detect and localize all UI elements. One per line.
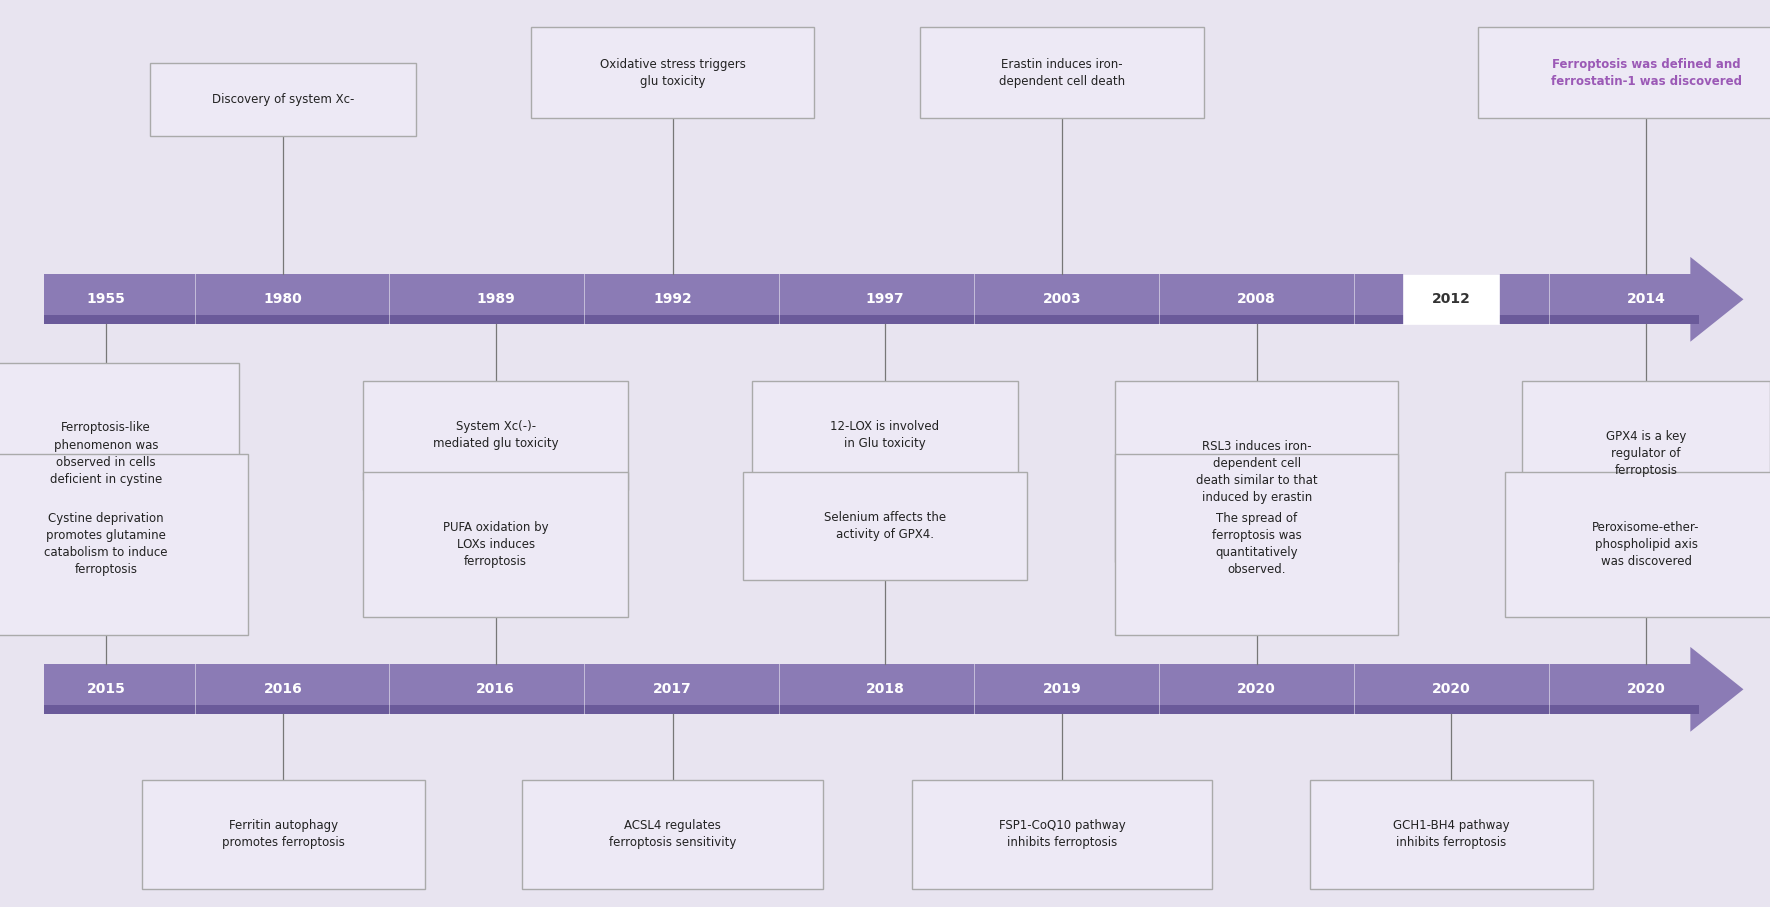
FancyBboxPatch shape [0, 363, 239, 544]
Text: 2016: 2016 [264, 682, 303, 697]
FancyBboxPatch shape [150, 63, 416, 136]
Text: Oxidative stress triggers
glu toxicity: Oxidative stress triggers glu toxicity [600, 57, 745, 88]
Text: FSP1-CoQ10 pathway
inhibits ferroptosis: FSP1-CoQ10 pathway inhibits ferroptosis [998, 819, 1126, 850]
FancyBboxPatch shape [1504, 472, 1770, 617]
FancyBboxPatch shape [44, 664, 1699, 715]
Text: PUFA oxidation by
LOXs induces
ferroptosis: PUFA oxidation by LOXs induces ferroptos… [442, 521, 549, 568]
Text: 1992: 1992 [653, 292, 692, 307]
Text: 1989: 1989 [476, 292, 515, 307]
Polygon shape [1690, 647, 1743, 732]
FancyBboxPatch shape [363, 381, 628, 490]
Text: 1980: 1980 [264, 292, 303, 307]
Text: Ferroptosis was defined and
ferrostatin-1 was discovered: Ferroptosis was defined and ferrostatin-… [1551, 57, 1742, 88]
Text: Discovery of system Xc-: Discovery of system Xc- [212, 93, 354, 106]
Text: 12-LOX is involved
in Glu toxicity: 12-LOX is involved in Glu toxicity [830, 420, 940, 451]
Text: GPX4 is a key
regulator of
ferroptosis: GPX4 is a key regulator of ferroptosis [1605, 430, 1687, 477]
Text: Ferritin autophagy
promotes ferroptosis: Ferritin autophagy promotes ferroptosis [221, 819, 345, 850]
Text: 2008: 2008 [1237, 292, 1276, 307]
Text: ACSL4 regulates
ferroptosis sensitivity: ACSL4 regulates ferroptosis sensitivity [609, 819, 736, 850]
Text: The spread of
ferroptosis was
quantitatively
observed.: The spread of ferroptosis was quantitati… [1212, 512, 1301, 576]
FancyBboxPatch shape [44, 316, 1699, 324]
Text: 1997: 1997 [866, 292, 904, 307]
Text: RSL3 induces iron-
dependent cell
death similar to that
induced by erastin: RSL3 induces iron- dependent cell death … [1197, 440, 1317, 503]
Text: 2020: 2020 [1627, 682, 1666, 697]
Text: System Xc(-)-
mediated glu toxicity: System Xc(-)- mediated glu toxicity [434, 420, 558, 451]
FancyBboxPatch shape [912, 780, 1212, 889]
Text: 2018: 2018 [866, 682, 904, 697]
FancyBboxPatch shape [531, 27, 814, 118]
Polygon shape [1690, 257, 1743, 342]
Text: 2014: 2014 [1627, 292, 1666, 307]
Text: Erastin induces iron-
dependent cell death: Erastin induces iron- dependent cell dea… [998, 57, 1126, 88]
Text: 2015: 2015 [87, 682, 126, 697]
Text: 2020: 2020 [1432, 682, 1471, 697]
FancyBboxPatch shape [0, 454, 248, 635]
Text: 2003: 2003 [1043, 292, 1081, 307]
FancyBboxPatch shape [1115, 454, 1398, 635]
Text: 2017: 2017 [653, 682, 692, 697]
FancyBboxPatch shape [44, 706, 1699, 715]
FancyBboxPatch shape [142, 780, 425, 889]
FancyBboxPatch shape [920, 27, 1204, 118]
FancyBboxPatch shape [44, 274, 1699, 324]
FancyBboxPatch shape [1478, 27, 1770, 118]
Text: 2016: 2016 [476, 682, 515, 697]
Text: 2012: 2012 [1432, 292, 1471, 307]
Text: 1955: 1955 [87, 292, 126, 307]
Text: Ferroptosis-like
phenomenon was
observed in cells
deficient in cystine: Ferroptosis-like phenomenon was observed… [50, 422, 163, 485]
Text: Peroxisome-ether-
phospholipid axis
was discovered: Peroxisome-ether- phospholipid axis was … [1593, 521, 1699, 568]
FancyBboxPatch shape [522, 780, 823, 889]
FancyBboxPatch shape [1522, 381, 1770, 526]
FancyBboxPatch shape [363, 472, 628, 617]
Text: 2020: 2020 [1237, 682, 1276, 697]
Text: GCH1-BH4 pathway
inhibits ferroptosis: GCH1-BH4 pathway inhibits ferroptosis [1393, 819, 1510, 850]
FancyBboxPatch shape [1115, 381, 1398, 562]
FancyBboxPatch shape [1310, 780, 1593, 889]
Text: Selenium affects the
activity of GPX4.: Selenium affects the activity of GPX4. [825, 511, 945, 541]
Text: Cystine deprivation
promotes glutamine
catabolism to induce
ferroptosis: Cystine deprivation promotes glutamine c… [44, 512, 168, 576]
FancyBboxPatch shape [1404, 275, 1499, 324]
FancyBboxPatch shape [743, 472, 1027, 580]
Text: 2019: 2019 [1043, 682, 1081, 697]
FancyBboxPatch shape [752, 381, 1018, 490]
